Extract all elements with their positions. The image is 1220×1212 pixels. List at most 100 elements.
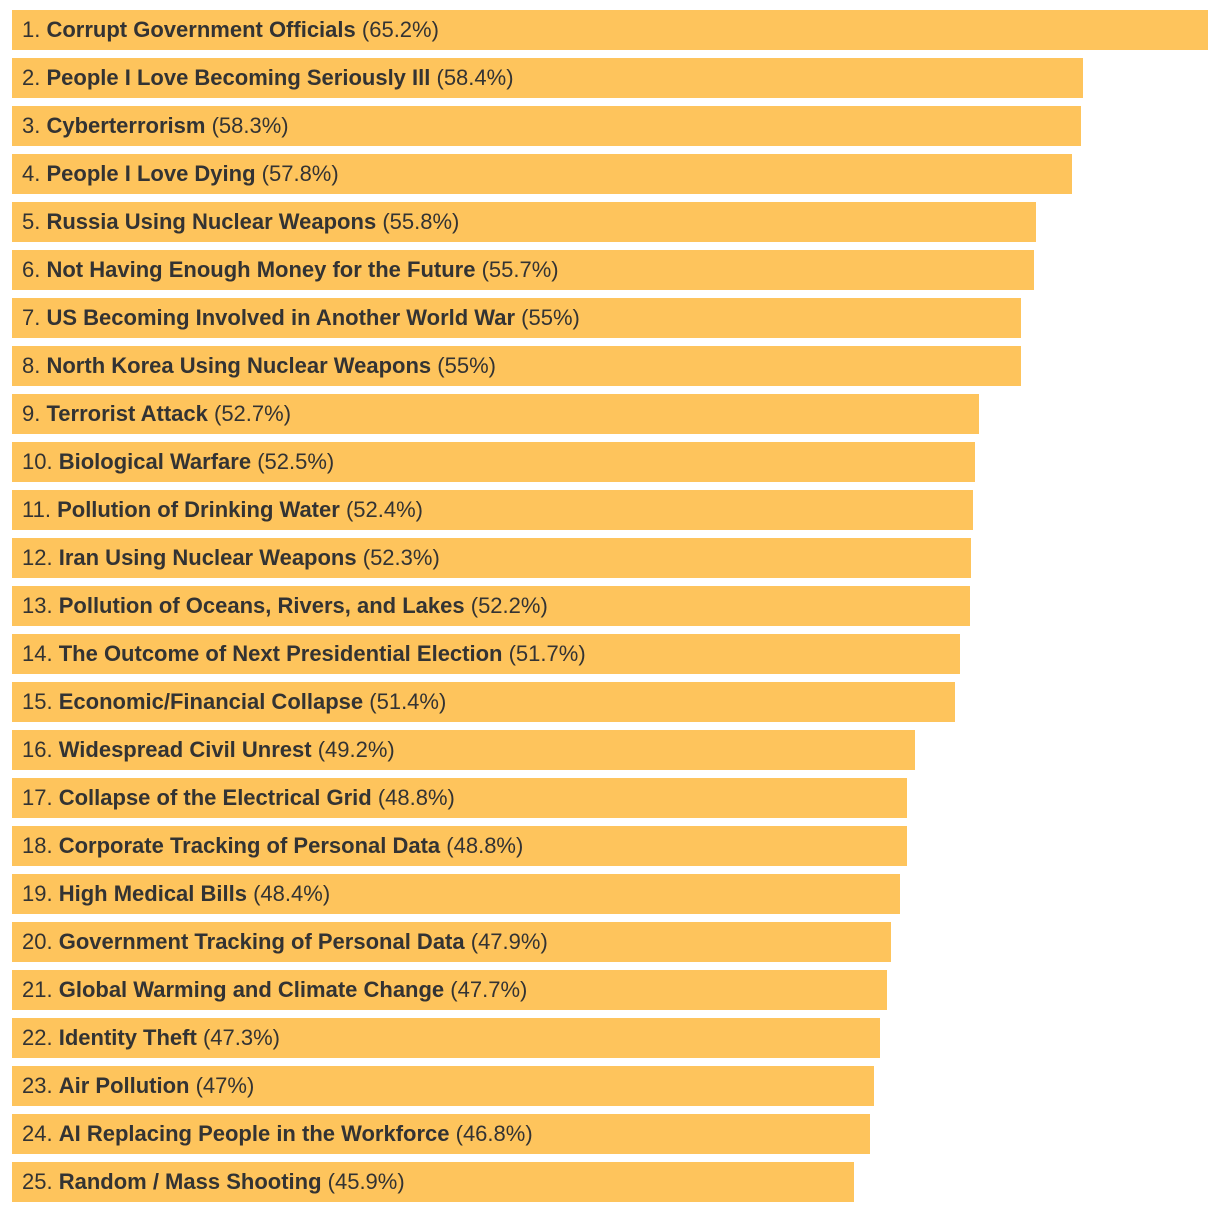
bar-category: North Korea Using Nuclear Weapons	[46, 353, 432, 378]
bar-rank: 10.	[22, 449, 53, 474]
bar-rank: 3.	[22, 113, 41, 138]
bar	[12, 346, 1021, 386]
bar-category: Cyberterrorism	[46, 113, 206, 138]
bar-value-label: (52.4%)	[345, 497, 423, 522]
bar-category: Terrorist Attack	[46, 401, 208, 426]
bar-value-label: (55.8%)	[382, 209, 460, 234]
bar	[12, 250, 1034, 290]
bar-rank: 7.	[22, 305, 41, 330]
bar	[12, 154, 1072, 194]
bar-label: 25. Random / Mass Shooting (45.9%)	[22, 1162, 405, 1202]
bar-category: The Outcome of Next Presidential Electio…	[58, 641, 503, 666]
bar-label: 19. High Medical Bills (48.4%)	[22, 874, 330, 914]
bar-rank: 8.	[22, 353, 41, 378]
bar	[12, 730, 915, 770]
bar-rank: 19.	[22, 881, 53, 906]
bar-label: 10. Biological Warfare (52.5%)	[22, 442, 334, 482]
bar	[12, 778, 907, 818]
bar-category: Random / Mass Shooting	[58, 1169, 322, 1194]
bar	[12, 58, 1083, 98]
bar-category: Identity Theft	[58, 1025, 197, 1050]
bar-category: Air Pollution	[58, 1073, 190, 1098]
bar-rank: 18.	[22, 833, 53, 858]
bar-category: Economic/Financial Collapse	[58, 689, 364, 714]
bar-label: 6. Not Having Enough Money for the Futur…	[22, 250, 559, 290]
bar-label: 18. Corporate Tracking of Personal Data …	[22, 826, 523, 866]
bar-value-label: (47.9%)	[470, 929, 548, 954]
bar-rank: 25.	[22, 1169, 53, 1194]
bar	[12, 682, 955, 722]
bar-rank: 1.	[22, 17, 41, 42]
bar-label: 4. People I Love Dying (57.8%)	[22, 154, 339, 194]
bar-category: Global Warming and Climate Change	[58, 977, 445, 1002]
bar-rank: 6.	[22, 257, 41, 282]
bar-value-label: (52.2%)	[470, 593, 548, 618]
bar-category: Corporate Tracking of Personal Data	[58, 833, 441, 858]
bar-label: 16. Widespread Civil Unrest (49.2%)	[22, 730, 395, 770]
bar-category: Corrupt Government Officials	[46, 17, 356, 42]
bar-label: 23. Air Pollution (47%)	[22, 1066, 254, 1106]
bar-category: High Medical Bills	[58, 881, 247, 906]
bar-category: Widespread Civil Unrest	[58, 737, 312, 762]
bar	[12, 10, 1208, 50]
bar-category: Collapse of the Electrical Grid	[58, 785, 372, 810]
bar-label: 12. Iran Using Nuclear Weapons (52.3%)	[22, 538, 440, 578]
bar-value-label: (47.7%)	[450, 977, 528, 1002]
bar-label: 7. US Becoming Involved in Another World…	[22, 298, 580, 338]
bar-value-label: (48.8%)	[377, 785, 455, 810]
bar-category: Government Tracking of Personal Data	[58, 929, 465, 954]
bar-value-label: (52.7%)	[214, 401, 292, 426]
bar-category: Biological Warfare	[58, 449, 252, 474]
bar-value-label: (55.7%)	[481, 257, 559, 282]
bar	[12, 634, 960, 674]
bar-rank: 22.	[22, 1025, 53, 1050]
bar-label: 8. North Korea Using Nuclear Weapons (55…	[22, 346, 496, 386]
bar-label: 22. Identity Theft (47.3%)	[22, 1018, 280, 1058]
bar-label: 15. Economic/Financial Collapse (51.4%)	[22, 682, 446, 722]
bar	[12, 490, 973, 530]
bar-label: 14. The Outcome of Next Presidential Ele…	[22, 634, 586, 674]
bar-label: 24. AI Replacing People in the Workforce…	[22, 1114, 533, 1154]
bar	[12, 106, 1081, 146]
bar	[12, 298, 1021, 338]
bar-rank: 9.	[22, 401, 41, 426]
bar-value-label: (57.8%)	[261, 161, 339, 186]
bar-value-label: (55%)	[437, 353, 496, 378]
bar-category: People I Love Becoming Seriously Ill	[46, 65, 431, 90]
bar-rank: 15.	[22, 689, 53, 714]
bar	[12, 970, 887, 1010]
bar-rank: 4.	[22, 161, 41, 186]
bar-label: 21. Global Warming and Climate Change (4…	[22, 970, 527, 1010]
bar-label: 1. Corrupt Government Officials (65.2%)	[22, 10, 439, 50]
bar	[12, 826, 907, 866]
bar-value-label: (52.5%)	[257, 449, 335, 474]
bar-rank: 2.	[22, 65, 41, 90]
bar-category: People I Love Dying	[46, 161, 256, 186]
bar-value-label: (58.3%)	[211, 113, 289, 138]
bar-label: 13. Pollution of Oceans, Rivers, and Lak…	[22, 586, 548, 626]
bar	[12, 922, 891, 962]
bar-rank: 16.	[22, 737, 53, 762]
bar-rank: 13.	[22, 593, 53, 618]
bar-rank: 12.	[22, 545, 53, 570]
bar-value-label: (48.4%)	[253, 881, 331, 906]
bar-label: 2. People I Love Becoming Seriously Ill …	[22, 58, 514, 98]
bar-value-label: (48.8%)	[446, 833, 524, 858]
bar-value-label: (51.7%)	[508, 641, 586, 666]
bar-category: Pollution of Oceans, Rivers, and Lakes	[58, 593, 465, 618]
bar-value-label: (52.3%)	[362, 545, 440, 570]
bar-category: Not Having Enough Money for the Future	[46, 257, 476, 282]
bar	[12, 586, 970, 626]
bar-label: 11. Pollution of Drinking Water (52.4%)	[22, 490, 423, 530]
bar-value-label: (45.9%)	[327, 1169, 405, 1194]
bar-label: 5. Russia Using Nuclear Weapons (55.8%)	[22, 202, 459, 242]
bar	[12, 202, 1036, 242]
bar	[12, 394, 979, 434]
bar-label: 3. Cyberterrorism (58.3%)	[22, 106, 289, 146]
bar	[12, 1114, 870, 1154]
bar-rank: 23.	[22, 1073, 53, 1098]
bar-value-label: (47.3%)	[202, 1025, 280, 1050]
bar-value-label: (65.2%)	[361, 17, 439, 42]
bar	[12, 1066, 874, 1106]
